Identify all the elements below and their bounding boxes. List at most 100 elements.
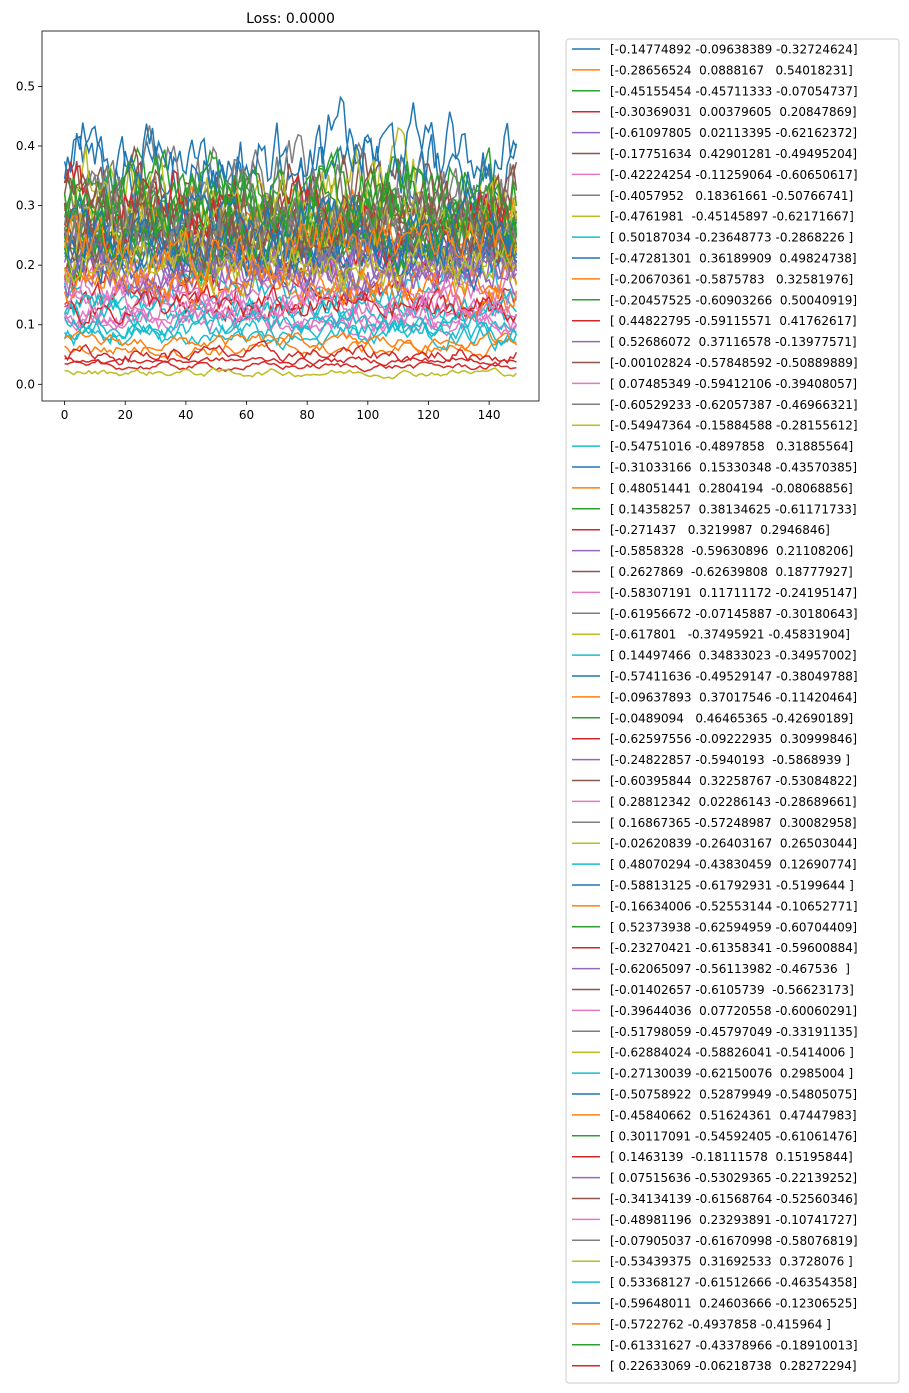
legend-label: [-0.51798059 -0.45797049 -0.33191135]	[610, 1025, 858, 1039]
legend-label: [-0.59648011 0.24603666 -0.12306525]	[610, 1297, 857, 1311]
legend-label: [-0.31033166 0.15330348 -0.43570385]	[610, 461, 857, 475]
chart-title: Loss: 0.0000	[246, 11, 335, 27]
legend-label: [-0.07905037 -0.61670998 -0.58076819]	[610, 1234, 858, 1248]
legend-label: [-0.62597556 -0.09222935 0.30999846]	[610, 732, 857, 746]
series-line-30	[64, 287, 517, 330]
legend-label: [ 0.50187034 -0.23648773 -0.2868226 ]	[610, 231, 853, 245]
series-line-29	[64, 367, 517, 380]
legend-label: [-0.02620839 -0.26403167 0.26503044]	[610, 837, 857, 851]
series-line-45	[64, 227, 518, 292]
legend-label: [ 0.07485349 -0.59412106 -0.39408057]	[610, 377, 857, 391]
legend-label: [-0.61331627 -0.43378966 -0.18910013]	[610, 1338, 858, 1352]
legend-label: [-0.5722762 -0.4937858 -0.415964 ]	[610, 1317, 831, 1331]
legend-label: [-0.00102824 -0.57848592 -0.50889889]	[610, 356, 858, 370]
legend-label: [-0.17751634 0.42901281 -0.49495204]	[610, 147, 857, 161]
legend-label: [-0.16634006 -0.52553144 -0.10652771]	[610, 899, 858, 913]
legend-label: [-0.5858328 -0.59630896 0.21108206]	[610, 544, 853, 558]
series-line-60	[63, 307, 517, 340]
legend-label: [-0.45840662 0.51624361 0.47447983]	[610, 1108, 857, 1122]
y-tick-label: 0.5	[16, 79, 35, 93]
x-tick-label: 120	[417, 408, 440, 422]
legend-label: [-0.47281301 0.36189909 0.49824738]	[610, 252, 857, 266]
plot-lines	[63, 95, 518, 380]
y-tick-label: 0.1	[16, 318, 35, 332]
legend-label: [-0.50758922 0.52879949 -0.54805075]	[610, 1088, 857, 1102]
legend-label: [-0.60395844 0.32258767 -0.53084822]	[610, 774, 857, 788]
legend-label: [-0.4761981 -0.45145897 -0.62171667]	[610, 210, 854, 224]
legend-label: [ 0.44822795 -0.59115571 0.41762617]	[610, 314, 857, 328]
legend-label: [-0.42224254 -0.11259064 -0.60650617]	[610, 168, 858, 182]
x-axis: 0 20 40 60 80 100 120 140	[61, 401, 501, 422]
series-line-48	[63, 204, 518, 291]
series-line-34	[64, 355, 517, 367]
series-line-63	[63, 149, 517, 247]
x-tick-label: 80	[300, 408, 315, 422]
series-line-64	[63, 340, 518, 366]
x-tick-label: 40	[178, 408, 193, 422]
y-tick-label: 0.2	[16, 258, 35, 272]
legend-label: [-0.617801 -0.37495921 -0.45831904]	[610, 628, 850, 642]
legend-frame	[565, 38, 900, 1384]
series-line-50	[63, 315, 518, 353]
x-tick-label: 20	[118, 408, 133, 422]
legend-label: [-0.39644036 0.07720558 -0.60060291]	[610, 1004, 857, 1018]
legend-label: [-0.24822857 -0.5940193 -0.5868939 ]	[610, 753, 850, 767]
legend-label: [-0.28656524 0.0888167 0.54018231]	[610, 63, 853, 77]
legend-label: [ 0.2627869 -0.62639808 0.18777927]	[610, 565, 853, 579]
series-line-59	[63, 228, 518, 295]
series-line-24	[64, 359, 517, 373]
legend-label: [-0.48981196 0.23293891 -0.10741727]	[610, 1213, 857, 1227]
legend-label: [ 0.52373938 -0.62594959 -0.60704409]	[610, 920, 857, 934]
legend-label: [-0.58813125 -0.61792931 -0.5199644 ]	[610, 879, 854, 893]
y-axis: 0.0 0.1 0.2 0.3 0.4 0.5	[16, 79, 42, 391]
legend-label: [ 0.30117091 -0.54592405 -0.61061476]	[610, 1129, 857, 1143]
x-tick-label: 140	[478, 408, 501, 422]
legend-label: [-0.0489094 0.46465365 -0.42690189]	[610, 711, 853, 725]
legend-label: [-0.45155454 -0.45711333 -0.07054737]	[610, 84, 858, 98]
legend-label: [ 0.07515636 -0.53029365 -0.22139252]	[610, 1171, 857, 1185]
legend-label: [-0.62884024 -0.58826041 -0.5414006 ]	[610, 1046, 854, 1060]
legend-label: [-0.34134139 -0.61568764 -0.52560346]	[610, 1192, 858, 1206]
legend-label: [ 0.48070294 -0.43830459 0.12690774]	[610, 858, 857, 872]
legend-label: [-0.60529233 -0.62057387 -0.46966321]	[610, 398, 858, 412]
y-tick-label: 0.4	[16, 139, 35, 153]
legend-label: [ 0.28812342 0.02286143 -0.28689661]	[610, 795, 857, 809]
legend-label: [-0.57411636 -0.49529147 -0.38049788]	[610, 670, 858, 684]
x-tick-label: 100	[356, 408, 379, 422]
axes-frame	[41, 30, 540, 402]
series-line-61	[63, 187, 518, 271]
legend-label: [-0.54751016 -0.4897858 0.31885564]	[610, 440, 853, 454]
legend-label: [-0.4057952 0.18361661 -0.50766741]	[610, 189, 853, 203]
legend-label: [-0.61097805 0.02113395 -0.62162372]	[610, 126, 857, 140]
legend-label: [-0.09637893 0.37017546 -0.11420464]	[610, 690, 857, 704]
legend-label: [-0.27130039 -0.62150076 0.2985004 ]	[610, 1067, 853, 1081]
y-tick-label: 0.3	[16, 199, 35, 213]
legend-label: [ 0.14497466 0.34833023 -0.34957002]	[610, 649, 857, 663]
x-tick-label: 0	[61, 408, 69, 422]
legend-label: [-0.30369031 0.00379605 0.20847869]	[610, 105, 857, 119]
series-line-52	[64, 329, 517, 357]
legend-label: [ 0.16867365 -0.57248987 0.30082958]	[610, 816, 857, 830]
legend-label: [ 0.14358257 0.38134625 -0.61171733]	[610, 502, 857, 516]
legend-label: [-0.53439375 0.31692533 0.3728076 ]	[610, 1255, 853, 1269]
legend-label: [ 0.53368127 -0.61512666 -0.46354358]	[610, 1276, 857, 1290]
x-tick-label: 60	[239, 408, 254, 422]
legend-label: [ 0.48051441 0.2804194 -0.08068856]	[610, 481, 853, 495]
legend-label: [-0.23270421 -0.61358341 -0.59600884]	[610, 941, 858, 955]
legend-label: [-0.20457525 -0.60903266 0.50040919]	[610, 293, 857, 307]
legend-label: [-0.20670361 -0.5875783 0.32581976]	[610, 272, 853, 286]
legend-label: [ 0.22633069 -0.06218738 0.28272294]	[610, 1359, 857, 1373]
y-tick-label: 0.0	[16, 377, 35, 391]
legend-label: [-0.61956672 -0.07145887 -0.30180643]	[610, 607, 858, 621]
legend: [-0.14774892 -0.09638389 -0.32724624] [-0…	[565, 38, 900, 1384]
legend-label: [-0.58307191 0.11711172 -0.24195147]	[610, 586, 857, 600]
legend-label: [ 0.52686072 0.37116578 -0.13977571]	[610, 335, 857, 349]
legend-label: [-0.62065097 -0.56113982 -0.467536 ]	[610, 962, 850, 976]
series-line-57	[63, 278, 517, 324]
legend-label: [-0.14774892 -0.09638389 -0.32724624]	[610, 43, 858, 57]
legend-label: [-0.01402657 -0.6105739 -0.56623173]	[610, 983, 854, 997]
legend-label: [-0.271437 0.3219987 0.2946846]	[610, 523, 830, 537]
series-line-49	[63, 174, 518, 272]
legend-label: [ 0.1463139 -0.18111578 0.15195844]	[610, 1150, 853, 1164]
